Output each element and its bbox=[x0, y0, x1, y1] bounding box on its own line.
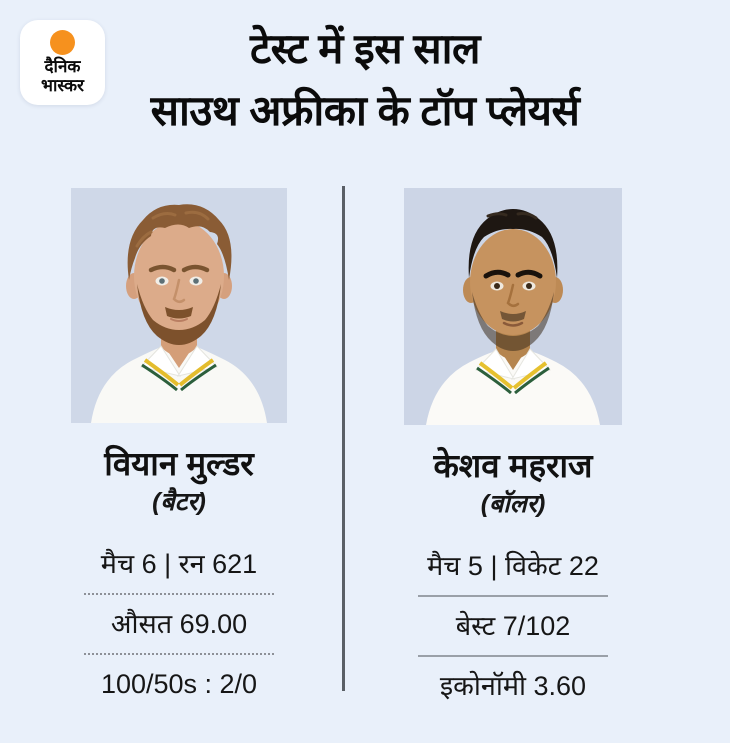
stat-separator bbox=[418, 595, 608, 597]
column-divider bbox=[342, 186, 345, 691]
bhaskar-logo: दैनिक भास्कर bbox=[20, 20, 105, 105]
page-title: टेस्ट में इस साल साउथ अफ्रीका के टॉप प्ल… bbox=[0, 18, 730, 142]
stat-separator bbox=[84, 653, 274, 655]
title-line-1: टेस्ट में इस साल bbox=[249, 25, 481, 72]
stat-separator bbox=[418, 655, 608, 657]
bhaskar-logo-line1: दैनिक bbox=[44, 57, 81, 76]
stat-best-figures: बेस्ट 7/102 bbox=[455, 611, 571, 641]
player-role-maharaj: (बॉलर) bbox=[480, 490, 546, 518]
stat-separator bbox=[84, 593, 274, 595]
player-card-right: केशव महराज (बॉलर) मैच 5 | विकेट 22 बेस्ट… bbox=[385, 188, 641, 715]
player-photo-mulder bbox=[71, 188, 287, 423]
player-name-mulder: वियान मुल्डर bbox=[104, 445, 254, 482]
stat-matches-runs: मैच 6 | रन 621 bbox=[100, 549, 258, 579]
stat-hundreds-fifties: 100/50s : 2/0 bbox=[100, 669, 258, 699]
bhaskar-logo-line2: भास्कर bbox=[41, 76, 84, 95]
player-card-left: वियान मुल्डर (बैटर) मैच 6 | रन 621 औसत 6… bbox=[51, 188, 307, 713]
player-stats-mulder: मैच 6 | रन 621 औसत 69.00 100/50s : 2/0 bbox=[51, 535, 307, 713]
player-stats-maharaj: मैच 5 | विकेट 22 बेस्ट 7/102 इकोनॉमी 3.6… bbox=[385, 537, 641, 715]
bhaskar-logo-dot-icon bbox=[50, 30, 75, 55]
stat-average: औसत 69.00 bbox=[110, 609, 248, 639]
title-line-2: साउथ अफ्रीका के टॉप प्लेयर्स bbox=[150, 87, 580, 134]
player-role-mulder: (बैटर) bbox=[152, 488, 206, 516]
player-name-maharaj: केशव महराज bbox=[433, 447, 593, 484]
stat-economy: इकोनॉमी 3.60 bbox=[439, 671, 587, 701]
bhaskar-logo-text: दैनिक भास्कर bbox=[41, 57, 84, 95]
stat-matches-wickets: मैच 5 | विकेट 22 bbox=[427, 551, 599, 581]
player-photo-maharaj bbox=[404, 188, 622, 425]
